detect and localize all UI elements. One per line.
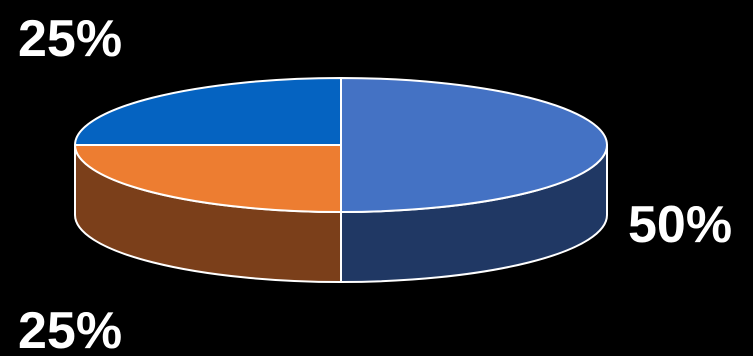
pie-slice-top-2: [74, 77, 342, 146]
pie-tops: [74, 77, 608, 213]
data-label-slice-0: 50%: [628, 196, 732, 254]
data-label-slice-1: 25%: [18, 302, 122, 356]
pie-slice-top-1: [74, 144, 342, 213]
data-label-slice-2: 25%: [18, 10, 122, 68]
pie-slice-top-0: [340, 77, 608, 213]
